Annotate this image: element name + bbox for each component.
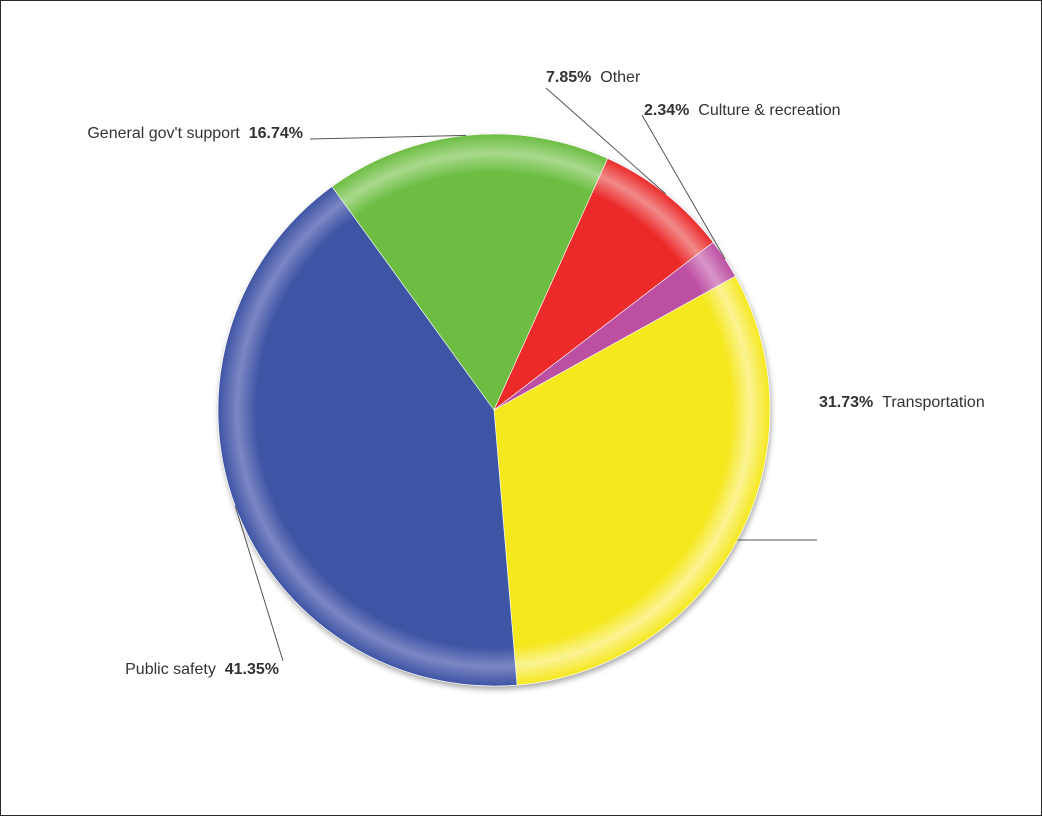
- pie-slice-culture-recreation: [493, 241, 736, 411]
- pie-leader-lines: [234, 87, 817, 662]
- leader-line-culture-recreation: [641, 114, 726, 260]
- slice-label-culture-recreation: 2.34% Culture & recreation: [644, 102, 841, 119]
- pie-slice-general-gov-t-support: [331, 133, 609, 411]
- slice-name: Transportation: [882, 394, 985, 411]
- slice-label-general-gov-t-support: General gov't support 16.74%: [87, 125, 303, 142]
- slice-percent: 31.73%: [819, 394, 873, 411]
- pie-slices: [217, 133, 771, 687]
- slice-percent: 7.85%: [546, 69, 591, 86]
- leader-line-other: [545, 87, 666, 195]
- pie-labels: 31.73% Transportation Public safety 41.35…: [87, 69, 984, 678]
- slice-percent: 2.34%: [644, 102, 689, 119]
- slice-label-public-safety: Public safety 41.35%: [125, 661, 279, 678]
- slice-percent: 41.35%: [225, 661, 279, 678]
- slice-percent: 16.74%: [249, 125, 303, 142]
- slice-name: Culture & recreation: [698, 102, 840, 119]
- pie-slice-other: [493, 158, 714, 411]
- leader-line-public-safety: [234, 505, 284, 662]
- slice-name: Public safety: [125, 661, 216, 678]
- slice-name: General gov't support: [87, 125, 240, 142]
- slice-name: Other: [600, 69, 641, 86]
- slice-label-other: 7.85% Other: [546, 69, 641, 86]
- leader-line-general-gov-t-support: [309, 134, 467, 140]
- slice-label-transportation: 31.73% Transportation: [819, 394, 985, 411]
